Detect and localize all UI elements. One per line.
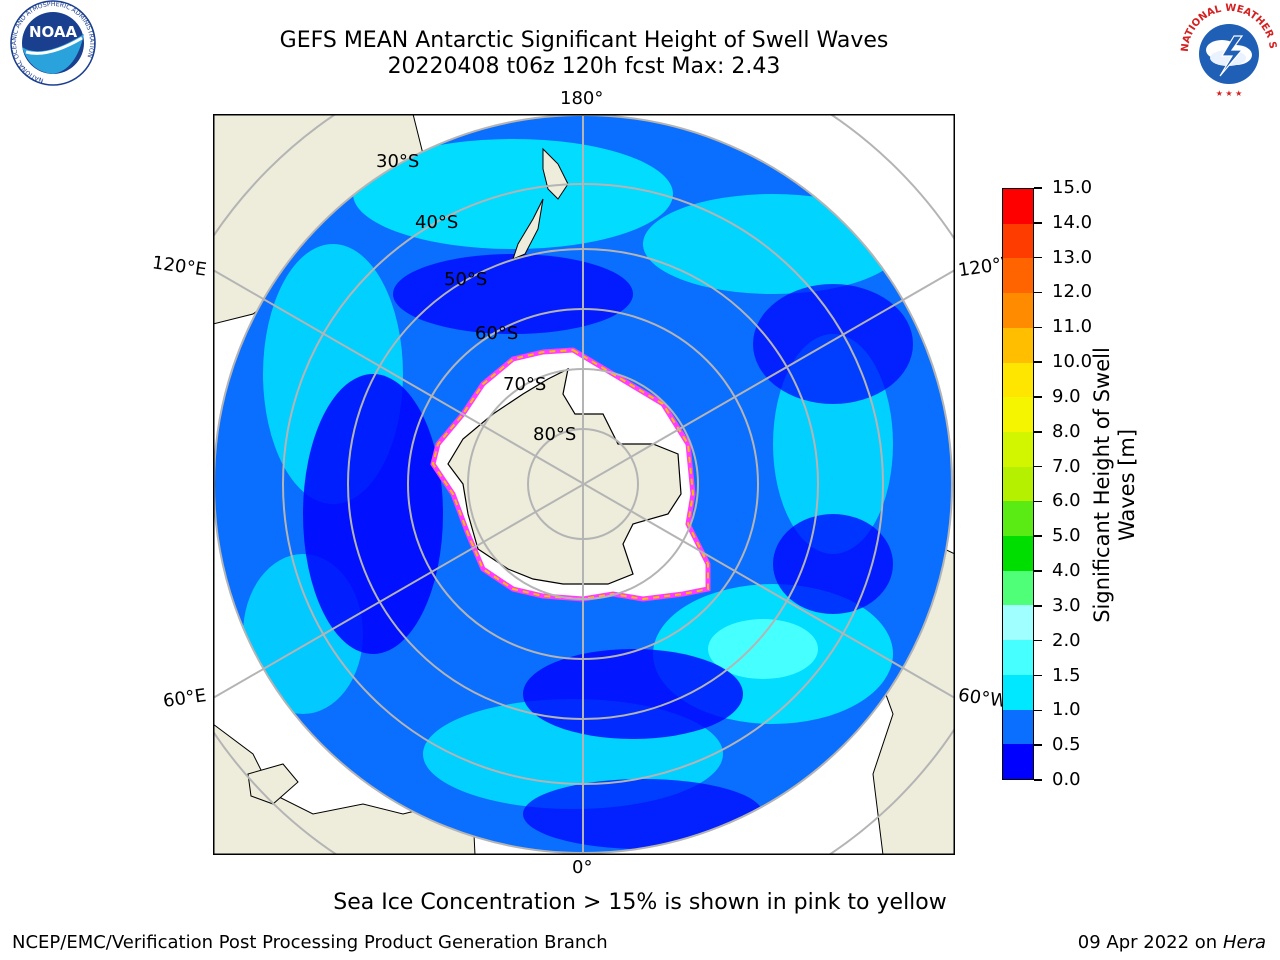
colorbar-tick-label: 4.0 xyxy=(1052,560,1081,582)
lat-label-60s: 60°S xyxy=(475,323,519,344)
footer-producer: NCEP/EMC/Verification Post Processing Pr… xyxy=(12,932,608,953)
colorbar-tick-label: 0.0 xyxy=(1052,769,1081,790)
colorbar-segment xyxy=(1003,674,1033,710)
sea-ice-caption: Sea Ice Concentration > 15% is shown in … xyxy=(333,890,947,915)
footer-date-text: 09 Apr 2022 on xyxy=(1077,932,1223,953)
colorbar-tick-label: 5.0 xyxy=(1052,525,1081,547)
colorbar-segment xyxy=(1003,536,1033,571)
lat-label-40s: 40°S xyxy=(415,212,459,233)
map-panel xyxy=(213,114,955,855)
colorbar-tick-mark xyxy=(1034,500,1042,503)
chart-title: GEFS MEAN Antarctic Significant Height o… xyxy=(279,28,889,53)
colorbar-segment xyxy=(1003,431,1033,467)
colorbar-tick-mark xyxy=(1034,535,1042,537)
noaa-logo-icon: NATIONAL OCEANIC AND ATMOSPHERIC ADMINIS… xyxy=(10,0,96,86)
lon-label-lower-left: 60°E xyxy=(161,685,208,712)
lat-label-70s: 70°S xyxy=(503,374,547,395)
colorbar-tick-label: 11.0 xyxy=(1052,316,1093,338)
colorbar-tick-label: 14.0 xyxy=(1052,211,1093,233)
colorbar-segment xyxy=(1003,223,1033,259)
colorbar-tick-mark xyxy=(1034,779,1042,781)
colorbar xyxy=(1002,188,1034,780)
colorbar-segment xyxy=(1003,362,1033,398)
chart-subtitle: 20220408 t06z 120h fcst Max: 2.43 xyxy=(387,54,781,79)
noaa-name: NOAA xyxy=(29,23,78,41)
colorbar-tick-label: 8.0 xyxy=(1052,420,1081,442)
footer-host: Hera xyxy=(1222,932,1266,953)
colorbar-tick-label: 12.0 xyxy=(1052,281,1093,303)
colorbar-tick-mark xyxy=(1034,570,1042,572)
colorbar-tick-label: 0.5 xyxy=(1052,734,1081,756)
colorbar-segment xyxy=(1003,709,1033,745)
colorbar-tick-label: 3.0 xyxy=(1052,594,1081,616)
colorbar-tick-mark xyxy=(1034,465,1042,468)
colorbar-segment xyxy=(1003,640,1033,675)
colorbar-tick-label: 7.0 xyxy=(1052,455,1081,477)
colorbar-tick-label: 15.0 xyxy=(1052,177,1093,198)
colorbar-tick-mark xyxy=(1034,326,1042,329)
colorbar-segment xyxy=(1003,327,1033,363)
nws-logo-icon: NATIONAL WEATHER SERVICE ★ ★ ★ xyxy=(1178,0,1278,98)
colorbar-segment xyxy=(1003,570,1033,606)
colorbar-tick-label: 1.5 xyxy=(1052,664,1081,686)
madagascar-land xyxy=(247,763,299,805)
colorbar-tick-mark xyxy=(1034,709,1042,712)
colorbar-tick-label: 2.0 xyxy=(1052,629,1081,651)
colorbar-tick-label: 1.0 xyxy=(1052,699,1081,721)
colorbar-segment xyxy=(1003,466,1033,502)
colorbar-tick-mark xyxy=(1034,744,1042,746)
colorbar-title: Significant Height of Swell Waves [m] xyxy=(1090,347,1139,623)
colorbar-segment xyxy=(1003,501,1033,537)
lon-label-top: 180° xyxy=(560,88,604,109)
graticule xyxy=(213,114,955,855)
colorbar-tick-label: 9.0 xyxy=(1052,385,1081,407)
colorbar-tick-mark xyxy=(1034,431,1042,433)
antarctica-land xyxy=(447,367,682,585)
colorbar-tick-label: 13.0 xyxy=(1052,246,1093,268)
colorbar-tick-mark xyxy=(1034,291,1042,294)
colorbar-tick-mark xyxy=(1034,674,1042,677)
colorbar-segment xyxy=(1003,744,1033,779)
colorbar-tick-mark xyxy=(1034,639,1042,642)
colorbar-tick-label: 6.0 xyxy=(1052,490,1081,512)
colorbar-tick-mark xyxy=(1034,187,1042,189)
colorbar-segment xyxy=(1003,189,1033,224)
lat-label-50s: 50°S xyxy=(444,269,488,290)
colorbar-segment xyxy=(1003,397,1033,432)
colorbar-segment xyxy=(1003,293,1033,328)
colorbar-tick-mark xyxy=(1034,256,1042,259)
lon-label-upper-left: 120°E xyxy=(150,252,208,281)
colorbar-tick-mark xyxy=(1034,361,1042,363)
colorbar-tick-mark xyxy=(1034,396,1042,398)
footer-date: 09 Apr 2022 on Hera xyxy=(1078,932,1266,953)
colorbar-segment xyxy=(1003,605,1033,641)
colorbar-tick-mark xyxy=(1034,222,1042,224)
lat-label-80s: 80°S xyxy=(533,424,577,445)
lat-label-30s: 30°S xyxy=(376,151,420,172)
colorbar-segment xyxy=(1003,258,1033,294)
colorbar-tick-label: 10.0 xyxy=(1052,351,1093,373)
lon-label-bottom: 0° xyxy=(572,857,593,878)
colorbar-tick-mark xyxy=(1034,605,1042,607)
svg-text:★ ★ ★: ★ ★ ★ xyxy=(1216,89,1243,98)
